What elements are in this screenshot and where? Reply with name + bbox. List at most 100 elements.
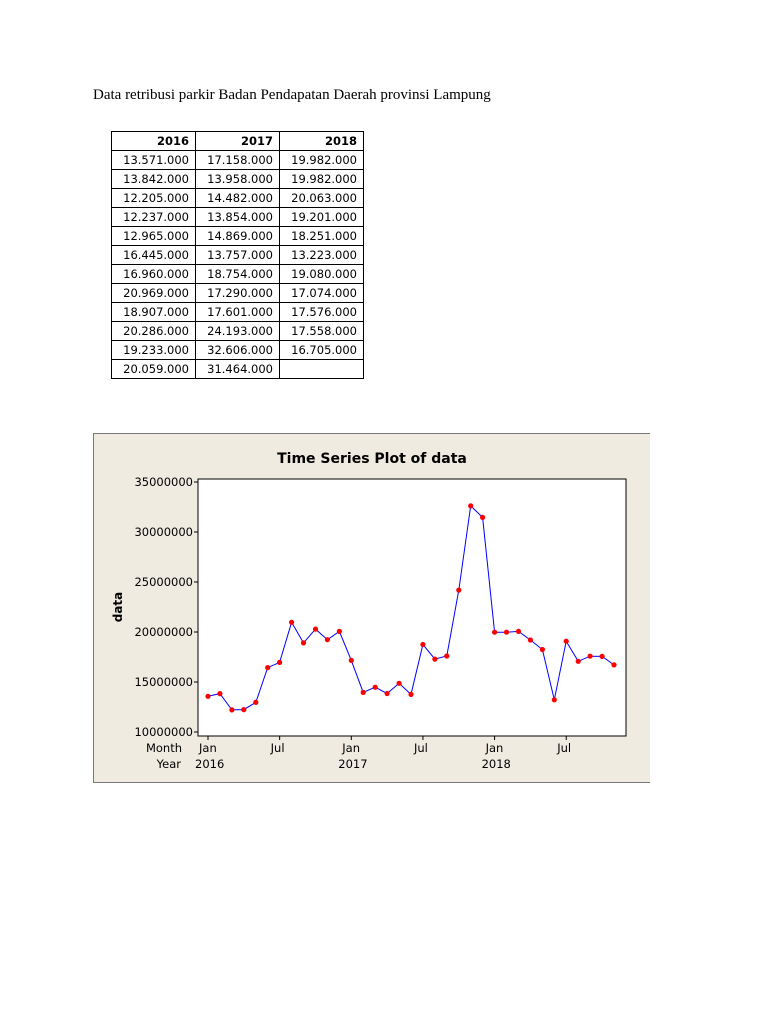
table-row: 18.907.000 17.601.000 17.576.000 <box>112 303 364 322</box>
x-tick-month-label: Jan <box>485 741 504 755</box>
data-point <box>205 694 210 699</box>
table-cell: 18.754.000 <box>196 265 280 284</box>
data-point <box>385 691 390 696</box>
x-tick-month-label: Jul <box>413 741 428 755</box>
data-point <box>349 658 354 663</box>
table-cell: 16.705.000 <box>280 341 364 360</box>
table-cell: 16.960.000 <box>112 265 196 284</box>
table-row: 12.237.000 13.854.000 19.201.000 <box>112 208 364 227</box>
data-point <box>420 642 425 647</box>
plot-area <box>198 479 626 736</box>
data-point <box>611 662 616 667</box>
table-row: 12.965.000 14.869.000 18.251.000 <box>112 227 364 246</box>
data-point <box>301 640 306 645</box>
data-point <box>600 654 605 659</box>
data-point <box>432 657 437 662</box>
data-point <box>408 692 413 697</box>
data-point <box>313 627 318 632</box>
table-cell: 19.982.000 <box>280 151 364 170</box>
table-cell: 14.482.000 <box>196 189 280 208</box>
table-body: 13.571.000 17.158.000 19.982.000 13.842.000… <box>112 151 364 379</box>
y-tick-label: 35000000 <box>134 475 193 489</box>
data-point <box>492 630 497 635</box>
y-tick-label: 15000000 <box>134 675 193 689</box>
table-row: 12.205.000 14.482.000 20.063.000 <box>112 189 364 208</box>
data-point <box>373 685 378 690</box>
data-point <box>504 630 509 635</box>
x-axis: Jan 2016 Jul Jan 2017 Jul Jan 2018 Jul <box>195 736 571 771</box>
table-cell: 17.074.000 <box>280 284 364 303</box>
data-point <box>325 637 330 642</box>
table-header-row: 2016 2017 2018 <box>112 132 364 151</box>
y-tick-label: 25000000 <box>134 575 193 589</box>
table-cell: 19.201.000 <box>280 208 364 227</box>
data-point <box>289 620 294 625</box>
data-point <box>253 700 258 705</box>
table-row: 19.233.000 32.606.000 16.705.000 <box>112 341 364 360</box>
table-cell: 19.080.000 <box>280 265 364 284</box>
data-point <box>552 697 557 702</box>
table-cell: 32.606.000 <box>196 341 280 360</box>
data-point <box>480 515 485 520</box>
table-cell: 12.237.000 <box>112 208 196 227</box>
table-cell: 17.558.000 <box>280 322 364 341</box>
table-row: 13.571.000 17.158.000 19.982.000 <box>112 151 364 170</box>
data-point <box>217 691 222 696</box>
data-point <box>361 690 366 695</box>
table-cell: 19.233.000 <box>112 341 196 360</box>
chart-frame: Time Series Plot of data data Month Year… <box>93 433 650 783</box>
table-cell: 20.286.000 <box>112 322 196 341</box>
data-point <box>576 659 581 664</box>
y-axis: 10000000 15000000 20000000 25000000 30000000… <box>134 475 198 739</box>
time-series-chart: Time Series Plot of data data Month Year… <box>94 434 650 783</box>
data-point <box>241 707 246 712</box>
table-cell: 20.059.000 <box>112 360 196 379</box>
table-cell: 13.571.000 <box>112 151 196 170</box>
table-cell: 14.869.000 <box>196 227 280 246</box>
y-tick-label: 20000000 <box>134 625 193 639</box>
table-row: 20.059.000 31.464.000 <box>112 360 364 379</box>
table-cell: 17.290.000 <box>196 284 280 303</box>
table-cell: 12.965.000 <box>112 227 196 246</box>
header-2016: 2016 <box>112 132 196 151</box>
data-point <box>564 639 569 644</box>
table-cell: 18.251.000 <box>280 227 364 246</box>
table-row: 20.969.000 17.290.000 17.074.000 <box>112 284 364 303</box>
table-row: 16.960.000 18.754.000 19.080.000 <box>112 265 364 284</box>
header-2017: 2017 <box>196 132 280 151</box>
data-point <box>528 637 533 642</box>
table-cell: 20.063.000 <box>280 189 364 208</box>
y-tick-label: 10000000 <box>134 725 193 739</box>
table-cell: 13.223.000 <box>280 246 364 265</box>
data-point <box>444 653 449 658</box>
table-cell: 20.969.000 <box>112 284 196 303</box>
y-axis-label: data <box>111 592 125 623</box>
data-point <box>468 503 473 508</box>
table-cell: 18.907.000 <box>112 303 196 322</box>
table-cell: 12.205.000 <box>112 189 196 208</box>
table-cell: 13.958.000 <box>196 170 280 189</box>
table-cell: 13.854.000 <box>196 208 280 227</box>
x-tick-month-label: Jul <box>556 741 571 755</box>
x-tick-month-label: Jan <box>198 741 217 755</box>
table-cell: 17.601.000 <box>196 303 280 322</box>
table-row: 16.445.000 13.757.000 13.223.000 <box>112 246 364 265</box>
data-point <box>516 629 521 634</box>
x-tick-year-label: 2016 <box>195 757 224 771</box>
x-tick-month-label: Jul <box>270 741 285 755</box>
table-cell: 13.757.000 <box>196 246 280 265</box>
table-cell: 19.982.000 <box>280 170 364 189</box>
data-point <box>397 681 402 686</box>
data-table: 2016 2017 2018 13.571.000 17.158.000 19.98… <box>111 131 364 379</box>
table-cell: 17.576.000 <box>280 303 364 322</box>
table-cell: 24.193.000 <box>196 322 280 341</box>
data-point <box>337 629 342 634</box>
table-cell: 31.464.000 <box>196 360 280 379</box>
table-cell <box>280 360 364 379</box>
data-point <box>540 647 545 652</box>
x-year-row-label: Year <box>156 757 182 771</box>
page-heading: Data retribusi parkir Badan Pendapatan D… <box>93 87 491 104</box>
table-cell: 16.445.000 <box>112 246 196 265</box>
y-tick-label: 30000000 <box>134 525 193 539</box>
data-point <box>229 707 234 712</box>
